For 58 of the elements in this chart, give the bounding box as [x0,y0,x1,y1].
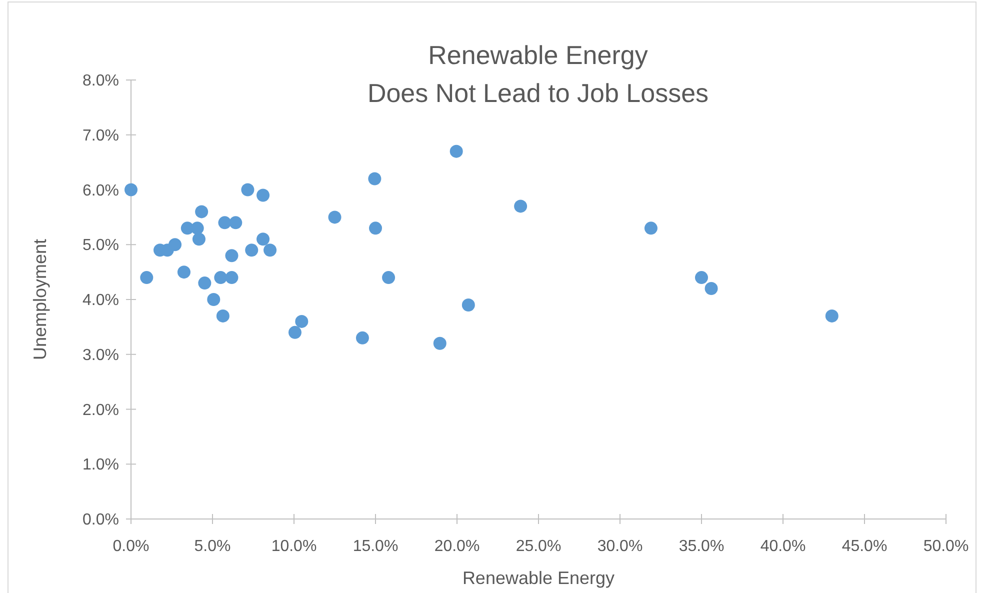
y-tick-label: 5.0% [82,237,119,254]
point [382,271,396,284]
y-axis-title: Unemployment [30,238,50,360]
point [195,205,208,218]
point [368,172,382,186]
point [433,336,446,350]
point [356,331,369,344]
x-tick-label: 45.0% [842,538,888,555]
y-tick-label: 3.0% [82,346,119,364]
point [256,232,270,246]
y-tick-label: 6.0% [82,182,119,200]
point [462,298,475,312]
chart-title: Renewable Energy Does Not Lead to Job Losses [367,40,709,108]
x-tick-label: 5.0% [194,538,231,555]
point [514,200,528,213]
point [369,222,382,235]
point [264,244,277,257]
x-tick-label: 10.0% [271,538,317,555]
point [207,293,220,306]
point [241,183,254,196]
point [124,183,138,196]
point [644,222,658,235]
point [225,249,238,262]
point [214,271,228,284]
y-tick-label: 2.0% [82,402,119,419]
point [218,216,232,230]
point [216,309,230,322]
point [328,210,342,224]
x-tick-label: 35.0% [678,538,724,555]
point [704,282,718,296]
x-tick-label: 0.0% [112,538,150,555]
point [295,314,308,328]
point [245,244,258,257]
point [256,188,270,202]
x-axis-title: Renewable Energy [462,568,615,588]
x-tick-label: 30.0% [597,538,643,555]
point [695,271,708,284]
point [140,271,154,284]
point [288,326,302,339]
point [190,222,204,235]
point [229,216,242,230]
y-tick-label: 8.0% [82,72,119,90]
point [450,144,463,158]
x-tick-label: 50.0% [923,538,969,555]
point [225,271,238,284]
point [192,232,206,246]
point [825,309,838,322]
point [168,238,182,252]
point [198,276,212,290]
x-tick-label: 20.0% [434,538,480,555]
y-tick-label: 4.0% [82,292,119,310]
y-tick-label: 1.0% [82,456,119,474]
x-tick-label: 25.0% [516,538,562,555]
y-tick-label: 0.0% [82,512,119,529]
y-tick-label: 7.0% [82,127,119,144]
x-tick-label: 15.0% [352,538,398,555]
x-tick-label: 40.0% [760,538,806,555]
point [177,266,190,279]
